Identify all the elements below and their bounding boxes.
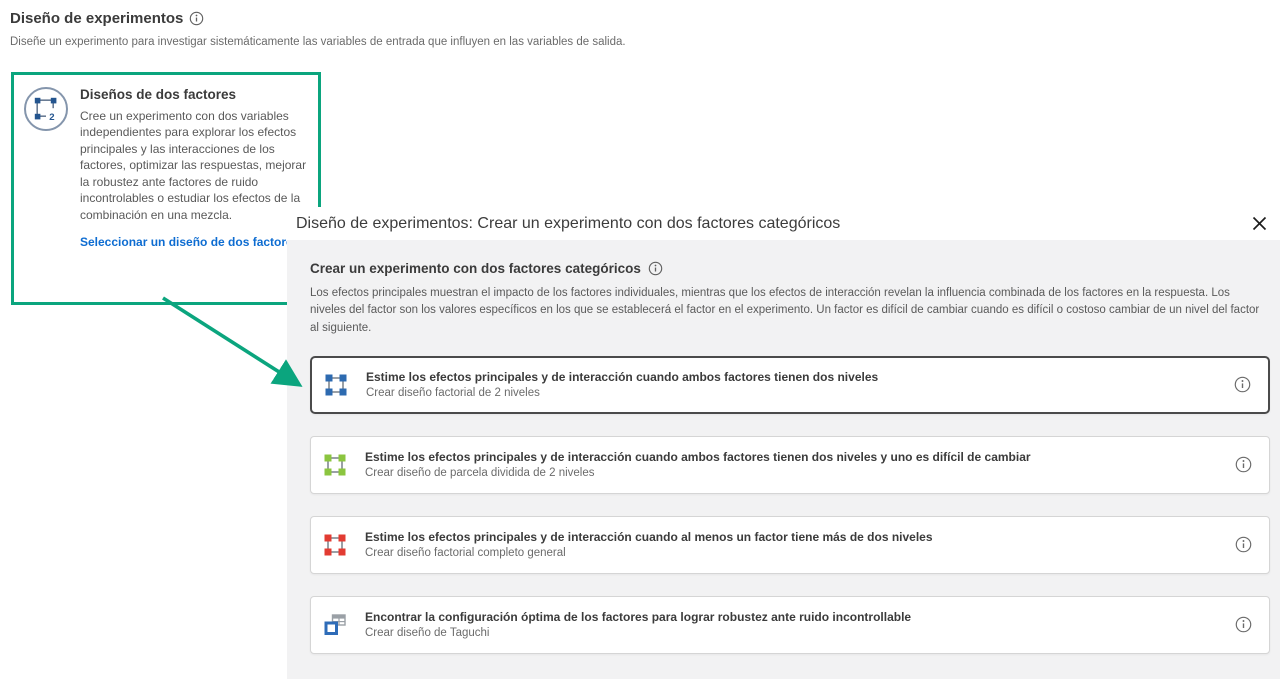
page-title: Diseño de experimentos (10, 10, 184, 27)
dialog-body: Crear un experimento con dos factores ca… (287, 240, 1280, 679)
option-subtitle: Crear diseño factorial completo general (365, 547, 566, 560)
info-button[interactable] (1233, 376, 1251, 394)
info-icon (1235, 616, 1251, 633)
two-factor-design-card: 2 Diseños de dos factores Cree un experi… (11, 72, 321, 305)
option-general-full-factorial[interactable]: Estime los efectos principales y de inte… (310, 515, 1270, 574)
info-button[interactable] (1234, 536, 1252, 554)
close-icon (1252, 216, 1266, 231)
taguchi-icon (324, 614, 346, 635)
section-title: Crear un experimento con dos factores ca… (310, 261, 641, 276)
info-button[interactable] (1234, 456, 1252, 474)
two-factor-design-icon: 2 (24, 87, 68, 131)
info-icon (1235, 456, 1251, 473)
dialog-title: Diseño de experimentos: Crear un experim… (296, 214, 841, 232)
info-icon (1234, 376, 1250, 393)
option-split-plot[interactable]: Estime los efectos principales y de inte… (310, 435, 1270, 494)
option-subtitle: Crear diseño de Taguchi (365, 627, 490, 640)
option-title: Encontrar la configuración óptima de los… (365, 610, 912, 625)
info-icon[interactable] (189, 11, 204, 26)
factor-card-description: Cree un experimento con dos variables in… (80, 109, 307, 222)
two-level-factorial-icon (325, 374, 347, 396)
info-button[interactable] (1234, 616, 1252, 634)
dialog-header: Diseño de experimentos: Crear un experim… (287, 207, 1280, 240)
option-2-level-factorial[interactable]: Estime los efectos principales y de inte… (310, 355, 1270, 414)
page-subtitle: Diseñe un experimento para investigar si… (10, 36, 626, 48)
split-plot-icon (324, 454, 346, 476)
doe-dialog: Diseño de experimentos: Crear un experim… (287, 207, 1280, 679)
option-taguchi[interactable]: Encontrar la configuración óptima de los… (310, 595, 1270, 654)
option-title: Estime los efectos principales y de inte… (365, 450, 1031, 465)
page-header: Diseño de experimentos Diseñe un experim… (10, 10, 626, 48)
select-two-factor-design-link[interactable]: Seleccionar un diseño de dos factores (80, 235, 300, 250)
svg-text:2: 2 (49, 112, 54, 123)
option-subtitle: Crear diseño de parcela dividida de 2 ni… (365, 467, 595, 480)
option-title: Estime los efectos principales y de inte… (365, 530, 933, 545)
section-description: Los efectos principales muestran el impa… (310, 287, 1260, 334)
option-subtitle: Crear diseño factorial de 2 niveles (366, 387, 540, 400)
option-title: Estime los efectos principales y de inte… (366, 370, 879, 385)
factor-card-title: Diseños de dos factores (80, 87, 237, 102)
close-button[interactable] (1246, 211, 1272, 237)
info-icon[interactable] (648, 261, 663, 276)
general-full-factorial-icon (324, 534, 346, 556)
design-options-list: Estime los efectos principales y de inte… (310, 355, 1270, 654)
info-icon (1235, 536, 1251, 553)
